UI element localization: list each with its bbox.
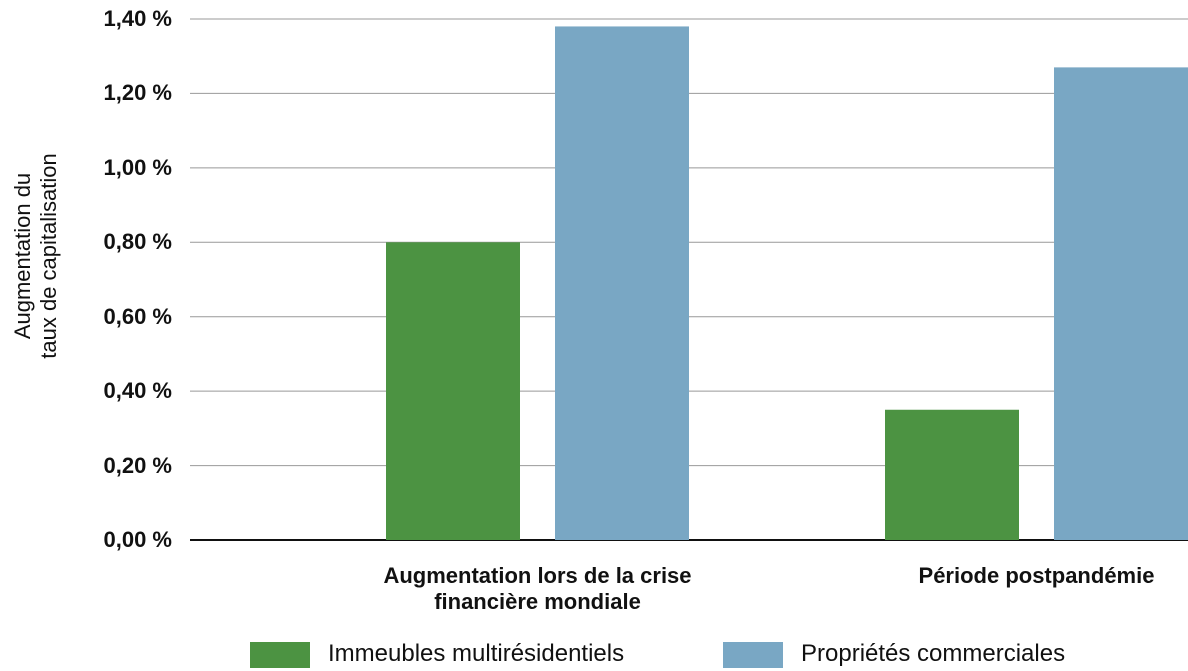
bar xyxy=(386,242,520,541)
bar xyxy=(1054,67,1188,540)
legend-swatch xyxy=(723,642,783,668)
legend-swatch xyxy=(250,642,310,668)
bar xyxy=(885,409,1019,540)
bar xyxy=(555,26,689,540)
x-tick-label: Augmentation lors de la crise financière… xyxy=(383,563,692,614)
y-tick-label: 0,80 % xyxy=(103,229,173,255)
y-tick-label: 0,40 % xyxy=(103,378,173,404)
y-tick-label: 0,60 % xyxy=(103,303,173,329)
y-tick-label: 0,00 % xyxy=(103,527,173,552)
x-tick-label: Période postpandémie xyxy=(918,563,1155,588)
y-tick-label: 1,00 % xyxy=(103,154,173,180)
legend-label: Propriétés commerciales xyxy=(801,640,1066,667)
legend-label: Immeubles multirésidentiels xyxy=(328,640,625,667)
y-tick-label: 1,20 % xyxy=(103,80,173,106)
y-tick-label: 0,20 % xyxy=(103,452,173,478)
y-tick-label: 1,40 % xyxy=(103,6,173,31)
y-axis-label: Augmentation du taux de capitalisation xyxy=(10,153,61,359)
